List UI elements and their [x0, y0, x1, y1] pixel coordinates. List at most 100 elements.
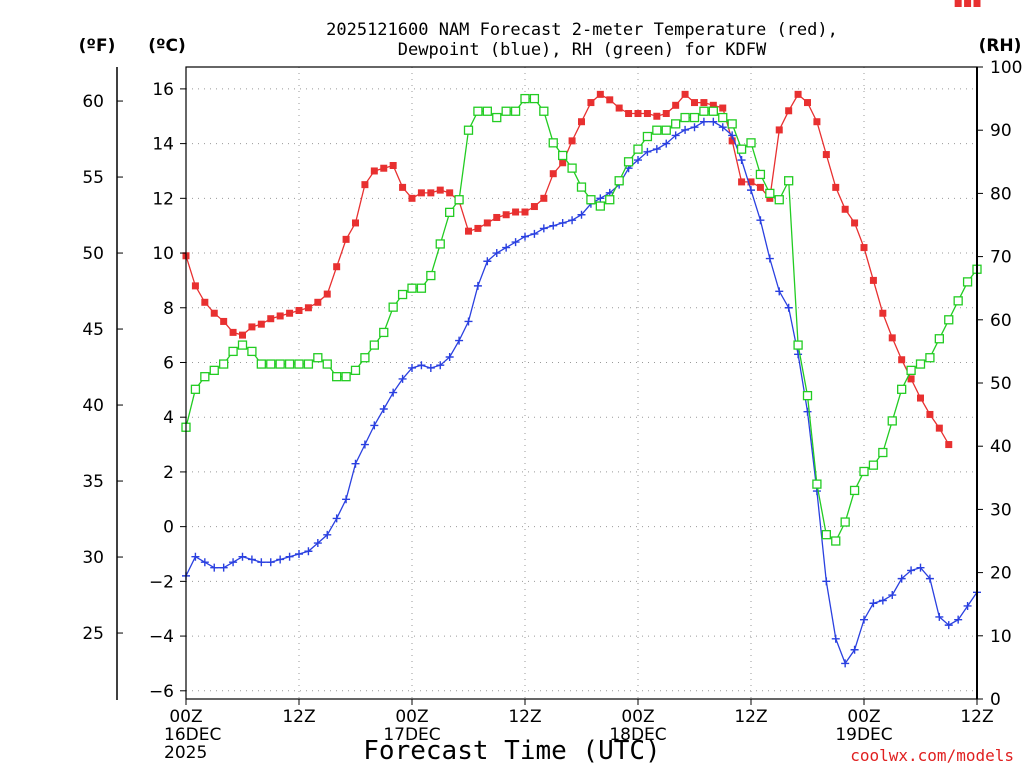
dewpoint-marker [916, 563, 925, 572]
temperature-marker [201, 298, 209, 306]
rh-marker [426, 270, 436, 281]
rh-tick-label: 40 [990, 437, 1012, 457]
temperature-marker [304, 304, 312, 312]
temperature-marker [295, 306, 303, 314]
temperature-marker [521, 208, 529, 216]
fahrenheit-tick-label: 35 [82, 472, 104, 492]
temperature-marker [493, 213, 501, 221]
temperature-marker [832, 183, 840, 191]
temperature-marker [389, 161, 397, 169]
rh-marker [567, 163, 577, 173]
temperature-marker [860, 244, 868, 252]
rh-marker [718, 112, 728, 123]
series-line-1 [185, 121, 978, 665]
temperature-marker [728, 137, 736, 145]
rh-marker [605, 195, 615, 205]
rh-marker [708, 106, 718, 116]
dewpoint-marker [200, 558, 209, 567]
dewpoint-marker [822, 577, 831, 586]
temperature-marker [446, 189, 454, 197]
temperature-marker [917, 394, 924, 402]
temperature-marker [427, 189, 435, 197]
dewpoint-marker [332, 514, 341, 523]
temperature-marker [841, 205, 849, 213]
rh-marker [934, 334, 944, 344]
dewpoint-marker [436, 361, 445, 370]
dewpoint-marker [925, 574, 934, 583]
temperature-marker [342, 235, 350, 243]
dewpoint-marker [426, 363, 435, 372]
x-tick-label: 00Z [395, 707, 428, 727]
credit-text: coolwx.com/models [850, 746, 1014, 765]
dewpoint-marker [794, 350, 803, 359]
rh-marker [680, 112, 690, 123]
temperature-marker [926, 410, 934, 418]
dewpoint-marker [831, 634, 840, 643]
dewpoint-marker [634, 156, 642, 165]
temperature-marker [813, 118, 821, 126]
temperature-marker [719, 104, 727, 112]
dewpoint-marker [445, 353, 454, 362]
temperature-marker [323, 290, 331, 298]
rh-marker [878, 447, 888, 458]
dewpoint-marker [671, 131, 680, 140]
rh-marker [266, 359, 276, 369]
dewpoint-marker [191, 552, 200, 561]
rh-marker [435, 239, 445, 249]
dewpoint-marker [247, 555, 256, 564]
temperature-marker [587, 99, 595, 107]
temperature-marker [653, 112, 661, 120]
dewpoint-marker [370, 421, 379, 430]
temperature-marker [596, 90, 604, 98]
temperature-marker [267, 315, 275, 323]
temperature-marker [220, 317, 228, 325]
chart-title-line-2: Dewpoint (blue), RH (green) for KDFW [398, 40, 767, 60]
rh-marker [633, 144, 643, 154]
rh-marker [699, 106, 709, 116]
temperature-marker [286, 309, 294, 317]
rh-marker [284, 359, 295, 369]
temperature-marker [945, 441, 953, 449]
rh-marker [379, 327, 389, 338]
fahrenheit-tick-label: 50 [82, 244, 104, 264]
rh-marker [332, 372, 342, 382]
x-tick-label: 12Z [960, 707, 993, 727]
rh-marker [614, 176, 624, 186]
temperature-marker [851, 219, 859, 227]
x-tick-label: 12Z [282, 707, 315, 727]
dewpoint-marker [464, 317, 473, 326]
rh-marker [736, 144, 747, 154]
dewpoint-marker [784, 303, 793, 312]
rh-tick-label: 80 [990, 184, 1012, 204]
rh-marker [463, 125, 474, 135]
rh-tick-label: 90 [990, 121, 1012, 141]
dewpoint-marker [455, 336, 464, 345]
temperature-marker [804, 99, 811, 107]
dewpoint-marker [850, 645, 859, 654]
temperature-marker [625, 110, 633, 118]
rh-tick-label: 100 [990, 58, 1022, 78]
dewpoint-marker [304, 547, 313, 556]
rh-marker [831, 536, 841, 546]
dewpoint-marker [285, 552, 294, 561]
temperature-marker [756, 183, 764, 191]
rh-tick-label: 30 [990, 500, 1012, 520]
temperature-marker [738, 178, 746, 186]
temperature-marker [239, 331, 246, 339]
rh-marker [388, 302, 398, 312]
fahrenheit-tick-label: 25 [82, 624, 104, 644]
rh-marker [868, 460, 879, 470]
temperature-marker [229, 328, 237, 336]
rh-marker [642, 131, 653, 142]
rh-tick-label: 10 [990, 627, 1012, 647]
x-tick-label: 00Z [847, 707, 880, 727]
rh-marker [840, 517, 850, 527]
temperature-marker [512, 208, 520, 216]
rh-marker [454, 195, 464, 205]
dewpoint-marker [408, 363, 416, 372]
celsius-tick-label: −2 [149, 572, 174, 592]
temperature-marker [465, 227, 472, 235]
dewpoint-marker [935, 612, 944, 621]
rh-marker [190, 384, 201, 394]
fahrenheit-tick-label: 40 [82, 396, 104, 416]
